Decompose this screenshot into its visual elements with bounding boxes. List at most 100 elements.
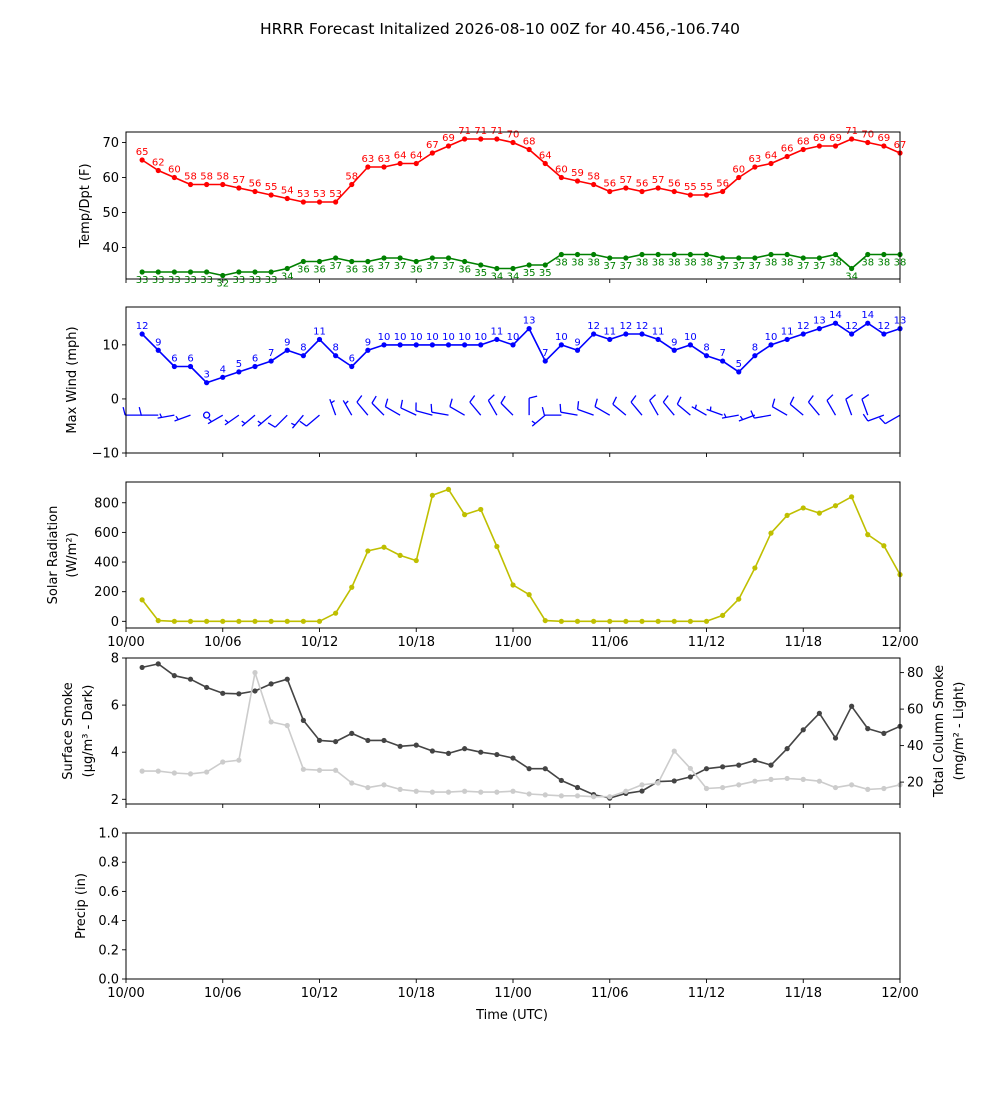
series-0-point xyxy=(816,326,822,332)
max-wind-panel: Max Wind (mph) xyxy=(65,326,80,433)
series-0-point xyxy=(655,336,661,343)
series-0-point xyxy=(703,353,710,359)
series-1-data-label: 33 xyxy=(249,275,262,286)
right-y-tick-label: 80 xyxy=(907,666,924,681)
series-1-point xyxy=(494,789,500,795)
series-1-point xyxy=(671,748,677,754)
wind-barb-feather xyxy=(122,406,126,416)
series-1-point xyxy=(881,251,887,258)
y-tick-label: 0.4 xyxy=(98,914,119,929)
series-0-line xyxy=(141,138,901,203)
series-0-data-label: 60 xyxy=(168,165,181,176)
right-y-tick-label: 20 xyxy=(907,776,924,791)
series-0-data-label: 3 xyxy=(203,370,209,381)
series-0-data-label: 64 xyxy=(765,151,778,162)
wind-barb-feather xyxy=(469,395,476,403)
series-0-point xyxy=(639,618,645,624)
series-0-data-label: 58 xyxy=(184,172,197,183)
series-1-point xyxy=(607,794,613,800)
series-0-point xyxy=(720,764,726,770)
wind-barb xyxy=(861,394,870,416)
series-1-data-label: 37 xyxy=(620,261,633,272)
series-0-data-label: 57 xyxy=(620,175,633,186)
series-1-data-label: 35 xyxy=(523,268,536,279)
series-0-point xyxy=(397,743,403,749)
wind-barb xyxy=(706,406,723,416)
wind-barb-feather xyxy=(845,394,854,400)
series-0-point xyxy=(300,618,306,624)
series-0-data-label: 12 xyxy=(845,321,858,332)
wind-barb xyxy=(541,406,562,416)
series-0-data-label: 70 xyxy=(861,130,874,141)
series-0-point xyxy=(494,136,500,142)
wind-barb xyxy=(738,414,756,422)
series-0-point xyxy=(300,199,306,205)
series-0-data-label: 14 xyxy=(861,310,874,321)
wind-barb xyxy=(384,398,401,416)
series-0-point xyxy=(720,188,726,195)
series-0-point xyxy=(445,342,452,348)
series-0-point xyxy=(204,380,210,386)
series-0-point xyxy=(865,320,871,326)
series-0-point xyxy=(687,774,693,780)
series-0-data-label: 6 xyxy=(349,353,355,364)
wind-barb xyxy=(487,394,498,416)
series-0-data-label: 13 xyxy=(523,316,536,327)
series-0-data-label: 8 xyxy=(332,343,338,354)
y-tick-label: 0 xyxy=(111,615,119,630)
series-0-point xyxy=(171,673,177,679)
series-0-data-label: 60 xyxy=(555,165,568,176)
series-1-point xyxy=(204,769,210,775)
series-1-point xyxy=(397,786,403,793)
wind-barb-staff xyxy=(738,414,756,422)
series-0-point xyxy=(284,347,290,353)
series-0-point xyxy=(881,331,887,337)
series-0-point xyxy=(816,510,822,516)
series-0-point xyxy=(510,139,516,146)
wind-barb-feather xyxy=(449,398,453,407)
series-1-point xyxy=(865,251,871,258)
wind-barb-staff xyxy=(630,401,643,416)
series-1-point xyxy=(720,255,726,261)
series-0-point xyxy=(768,160,774,167)
series-0-point xyxy=(316,618,323,624)
series-1-point xyxy=(397,255,403,261)
series-0-point xyxy=(671,347,677,353)
series-1-point xyxy=(187,269,194,275)
wind-barb xyxy=(224,414,240,426)
series-0-point xyxy=(720,612,726,619)
precip-panel: Precip (in) xyxy=(74,873,89,939)
wind-barb xyxy=(630,395,643,416)
series-1-point xyxy=(574,793,581,799)
x-tick-label: 11/12 xyxy=(688,635,725,650)
series-0-point xyxy=(252,618,258,624)
wind-barb xyxy=(750,410,772,419)
series-1-data-label: 38 xyxy=(652,258,665,269)
series-0-point xyxy=(800,727,806,733)
wind-barb xyxy=(649,394,659,416)
series-0-data-label: 6 xyxy=(187,353,193,364)
series-0-data-label: 5 xyxy=(236,359,242,370)
series-0-point xyxy=(671,778,677,784)
wind-barb-feather xyxy=(771,398,776,407)
series-1-point xyxy=(365,258,371,265)
series-1-data-label: 37 xyxy=(378,261,391,272)
series-0-data-label: 9 xyxy=(284,337,290,348)
series-0-data-label: 12 xyxy=(636,321,649,332)
series-0-point xyxy=(478,136,484,142)
series-1-point xyxy=(881,785,887,792)
series-1-data-label: 33 xyxy=(200,275,213,286)
wind-barb xyxy=(691,404,707,416)
series-1-point xyxy=(800,776,806,782)
wind-barb xyxy=(662,395,675,416)
series-0-data-label: 10 xyxy=(442,332,455,343)
wind-barb-feather xyxy=(541,406,546,416)
series-0-point xyxy=(220,374,226,380)
series-1-point xyxy=(752,255,758,261)
series-0-point xyxy=(526,766,532,772)
series-0-data-label: 53 xyxy=(313,189,326,200)
series-0-point xyxy=(268,192,274,198)
series-0-data-label: 9 xyxy=(574,337,580,348)
series-0-data-label: 58 xyxy=(345,172,358,183)
